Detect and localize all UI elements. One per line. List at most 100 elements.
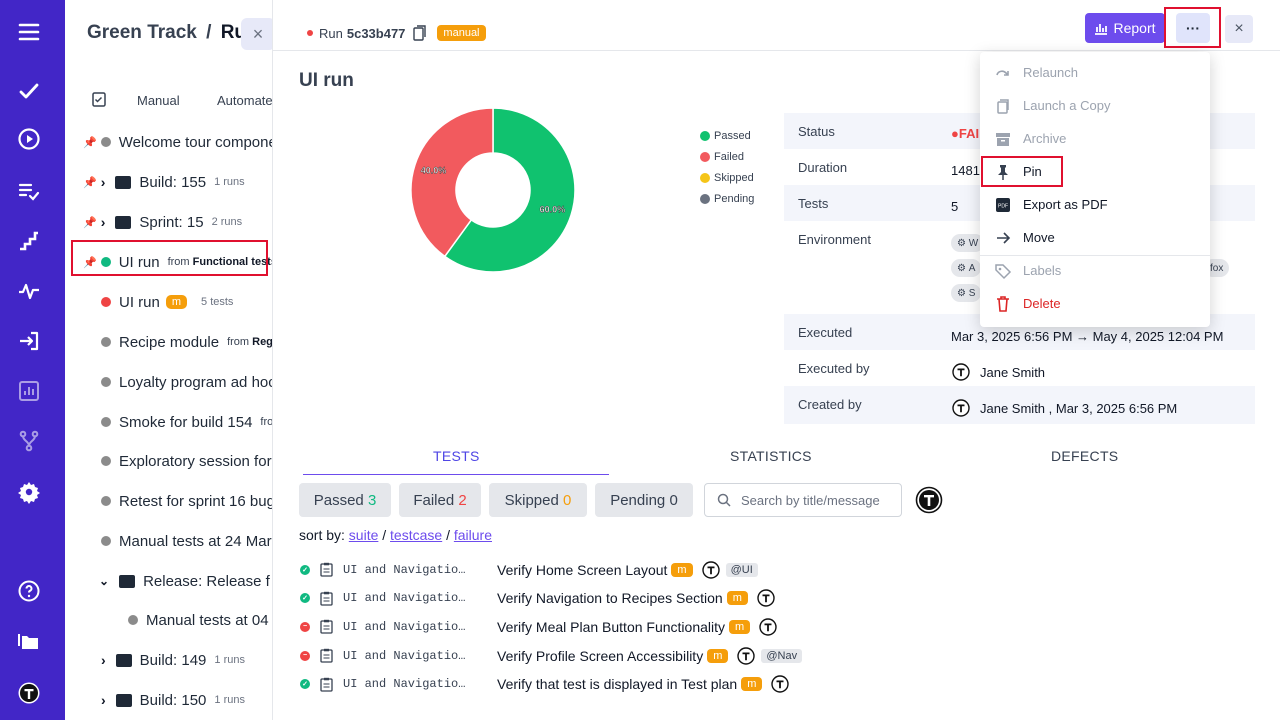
legend-swatch xyxy=(700,130,710,141)
user-avatar-icon[interactable] xyxy=(915,486,943,514)
tests-value: 5 xyxy=(951,199,959,214)
filter-count: 2 xyxy=(458,491,467,509)
close-panel-button[interactable]: × xyxy=(241,18,272,50)
tree-run-item[interactable]: Smoke for build 154 from xyxy=(65,402,272,442)
sort-prefix: sort by: xyxy=(299,527,345,543)
tree-run-item-selected[interactable]: 📌 UI run from Functional tests xyxy=(65,242,272,282)
chevron-right-icon[interactable]: › xyxy=(100,214,106,230)
menu-item-delete[interactable]: Delete xyxy=(980,287,1210,320)
test-suite: UI and Navigatio… xyxy=(343,619,466,634)
tree-group-item[interactable]: 📌 › Sprint: 15 2 runs xyxy=(65,202,272,242)
test-title[interactable]: Verify Meal Plan Button Functionality xyxy=(497,618,726,635)
search-box xyxy=(704,483,902,517)
tree-run-item[interactable]: Exploratory session for xyxy=(65,441,272,481)
checklist-icon[interactable] xyxy=(16,178,42,204)
test-title[interactable]: Verify Navigation to Recipes Section xyxy=(497,590,723,607)
test-row[interactable]: − UI and Navigatio… Verify Profile Screen … xyxy=(299,641,1254,670)
breadcrumb-project[interactable]: Green Track xyxy=(87,22,197,43)
tree-run-item[interactable]: Recipe module from Regression xyxy=(65,322,272,362)
manual-badge: m xyxy=(729,619,751,634)
tree-run-item[interactable]: Manual tests at 24 Mar xyxy=(65,521,272,561)
menu-item-move[interactable]: Move xyxy=(980,221,1210,254)
chevron-right-icon[interactable]: › xyxy=(101,692,106,708)
tab-statistics[interactable]: STATISTICS xyxy=(730,448,812,464)
gear-icon[interactable] xyxy=(16,479,42,505)
report-button[interactable]: Report xyxy=(1085,13,1165,43)
user-avatar-icon[interactable] xyxy=(16,680,42,706)
test-tag[interactable]: @Nav xyxy=(761,648,803,663)
legend-item-passed[interactable]: Passed xyxy=(700,125,754,146)
test-tag[interactable]: @UI xyxy=(725,562,758,577)
legend-item-pending[interactable]: Pending xyxy=(700,188,754,209)
test-row[interactable]: ✓ UI and Navigatio… Verify Home Screen Lay… xyxy=(299,555,1254,584)
folders-icon[interactable] xyxy=(16,628,42,654)
menu-item-labels[interactable]: Labels xyxy=(980,254,1210,287)
sort-by-failure-link[interactable]: failure xyxy=(453,527,492,543)
sort-by-testcase-link[interactable]: testcase xyxy=(390,527,443,543)
tree-group-item[interactable]: › Build: 150 1 runs xyxy=(65,680,272,720)
chevron-down-icon[interactable]: ⌄ xyxy=(99,574,110,588)
tree-run-item[interactable]: Loyalty program ad hoc xyxy=(65,362,272,402)
pdf-icon: PDF xyxy=(994,196,1012,214)
tree-run-item[interactable]: Manual tests at 04 xyxy=(65,600,272,640)
tree-group-item[interactable]: 📌 › Build: 155 1 runs xyxy=(65,162,272,202)
tree-group-item[interactable]: ⌄ Release: Release f xyxy=(65,561,272,601)
tree-run-item[interactable]: Retest for sprint 16 bugs xyxy=(65,481,272,521)
group-count: 1 runs xyxy=(214,176,245,188)
branch-icon[interactable] xyxy=(16,428,42,454)
more-actions-button[interactable]: ··· xyxy=(1176,13,1210,43)
chevron-right-icon[interactable]: › xyxy=(100,174,106,190)
tab-automated[interactable]: Automated xyxy=(217,93,273,108)
filter-passed-button[interactable]: Passed 3 xyxy=(299,483,391,517)
test-title[interactable]: Verify Home Screen Layout xyxy=(497,561,668,578)
test-title[interactable]: Verify that test is displayed in Test pl… xyxy=(497,676,738,693)
filter-pending-button[interactable]: Pending 0 xyxy=(595,483,693,517)
menu-icon[interactable] xyxy=(16,19,42,45)
legend-item-skipped[interactable]: Skipped xyxy=(700,167,754,188)
info-label: Duration xyxy=(798,160,848,175)
tab-manual[interactable]: Manual xyxy=(137,93,180,108)
analytics-icon[interactable] xyxy=(16,378,42,404)
info-row-created-by: Created by Jane Smith , Mar 3, 2025 6:56… xyxy=(784,386,1255,424)
checklist-square-icon[interactable] xyxy=(90,91,108,109)
run-label: UI run xyxy=(119,293,160,311)
copy-icon[interactable] xyxy=(413,25,427,41)
legend-item-failed[interactable]: Failed xyxy=(700,146,754,167)
folder-icon xyxy=(115,175,132,189)
search-input[interactable] xyxy=(741,492,901,508)
legend-label: Passed xyxy=(714,129,751,142)
from-prefix: from xyxy=(227,336,250,348)
close-run-button[interactable]: × xyxy=(1225,15,1253,43)
test-row[interactable]: ✓ UI and Navigatio… Verify Navigation to R… xyxy=(299,584,1254,613)
chevron-right-icon[interactable]: › xyxy=(101,652,106,668)
pulse-icon[interactable] xyxy=(16,278,42,304)
pin-icon: 📌 xyxy=(83,136,97,149)
menu-item-launch-copy[interactable]: Launch a Copy xyxy=(980,89,1210,122)
checkmark-icon[interactable] xyxy=(16,78,42,104)
menu-item-label: Delete xyxy=(1023,296,1061,311)
menu-item-label: Export as PDF xyxy=(1023,197,1108,212)
import-icon[interactable] xyxy=(16,328,42,354)
archive-icon xyxy=(994,130,1012,148)
sort-by-suite-link[interactable]: suite xyxy=(348,527,379,543)
tree-group-item[interactable]: › Build: 149 1 runs xyxy=(65,640,272,680)
tree-run-item[interactable]: 📌 Welcome tour component xyxy=(65,122,272,162)
run-status-dot xyxy=(101,536,111,546)
test-row[interactable]: ✓ UI and Navigatio… Verify that test is di… xyxy=(299,670,1254,699)
filter-skipped-button[interactable]: Skipped 0 xyxy=(489,483,587,517)
test-title[interactable]: Verify Profile Screen Accessibility xyxy=(497,647,704,664)
tree-run-item[interactable]: UI run m 5 tests xyxy=(65,282,272,322)
play-circle-icon[interactable] xyxy=(16,126,42,152)
menu-item-relaunch[interactable]: Relaunch xyxy=(980,56,1210,89)
menu-item-pin[interactable]: Pin xyxy=(980,155,1210,188)
filter-failed-button[interactable]: Failed 2 xyxy=(399,483,481,517)
info-label: Environment xyxy=(798,232,871,247)
tab-tests[interactable]: TESTS xyxy=(433,448,480,464)
menu-item-export-pdf[interactable]: PDF Export as PDF xyxy=(980,188,1210,221)
info-row-executed: Executed Mar 3, 2025 6:56 PM → May 4, 20… xyxy=(784,314,1255,350)
stairs-icon[interactable] xyxy=(16,228,42,254)
tab-defects[interactable]: DEFECTS xyxy=(1051,448,1119,464)
test-row[interactable]: − UI and Navigatio… Verify Meal Plan Butto… xyxy=(299,612,1254,641)
menu-item-archive[interactable]: Archive xyxy=(980,122,1210,155)
help-icon[interactable] xyxy=(16,578,42,604)
